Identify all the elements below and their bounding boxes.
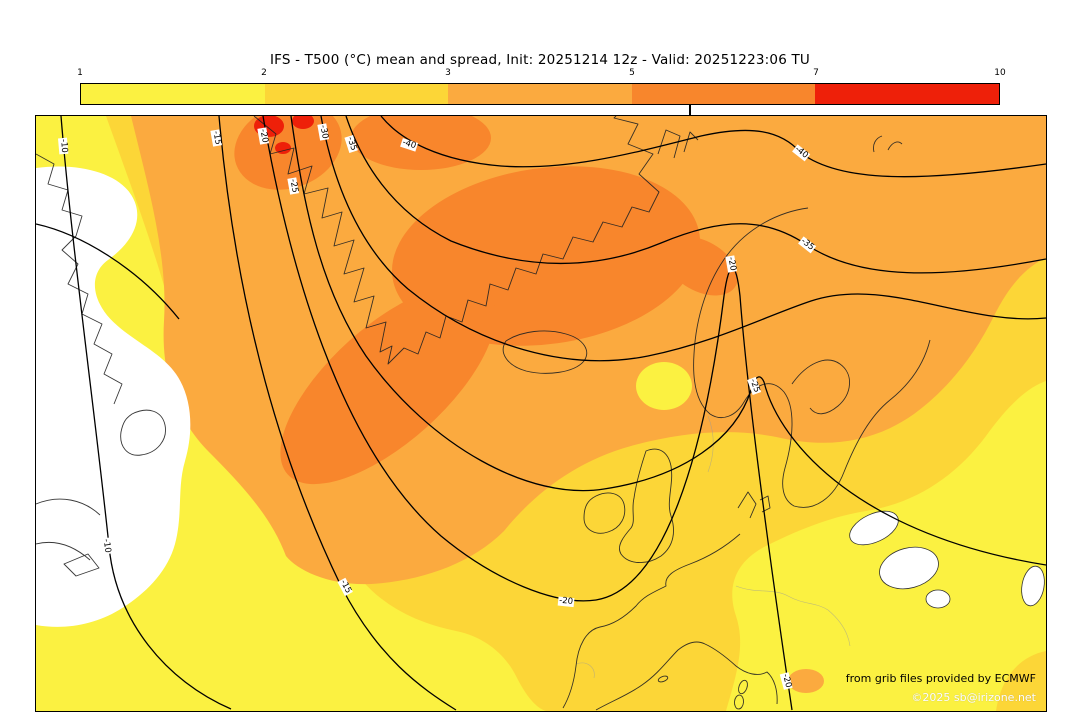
- colorbar-gradient: [80, 83, 1000, 105]
- denmark-coast: [737, 491, 771, 519]
- st-lawrence-coast: [36, 498, 101, 577]
- contour-label: -10: [100, 537, 113, 555]
- mediterranean-coast: [595, 641, 778, 711]
- contour-label: -20: [257, 127, 270, 145]
- sardinia-coast: [734, 694, 744, 710]
- colorbar-segment: [264, 84, 449, 104]
- iceland-coast: [502, 330, 588, 374]
- colorbar-tick-label: 1: [77, 68, 83, 78]
- contour-label: -30: [317, 123, 330, 141]
- contour-label: -15: [210, 129, 223, 147]
- contour-minus40: [380, 116, 1046, 178]
- contour-minus30: [320, 116, 1046, 362]
- country-borders-layer: [575, 415, 851, 679]
- contour-minus10: [60, 116, 232, 710]
- spread-1-2-pocket: [636, 362, 692, 410]
- balearics-coast: [657, 675, 669, 683]
- labrador-coast: [36, 153, 123, 405]
- newfoundland-coast: [120, 409, 166, 456]
- contour-label: -20: [557, 595, 575, 608]
- spread-3-5-patch: [788, 669, 824, 693]
- corsica-coast: [738, 679, 748, 695]
- copyright-text: ©2025 sb@irizone.net: [911, 691, 1036, 704]
- colorbar-segment: [448, 84, 632, 104]
- contour-minus20: [262, 116, 793, 711]
- colorbar-segment: [815, 84, 999, 104]
- arctic-islands-coast: [873, 135, 903, 153]
- contour-label: -20: [725, 255, 738, 273]
- greenland-coast: [253, 116, 660, 365]
- map-frame: -10 -10 -15 -15 -20 -20 -20 -20 -25 -25 …: [35, 115, 1047, 712]
- colorbar-tick-label: 2: [261, 68, 267, 78]
- contour-label: -25: [287, 177, 300, 195]
- west-europe-coast: [562, 533, 741, 709]
- contour-minus25: [290, 116, 1046, 566]
- contour-minus10-b: [36, 223, 180, 320]
- map-svg: [36, 116, 1046, 711]
- contour-label: -10: [57, 137, 70, 155]
- spread-7-10-spots: [254, 116, 314, 154]
- spread-2-3-corner: [996, 651, 1046, 711]
- spread-fill-layer: [36, 116, 1046, 711]
- contour-minus35: [345, 116, 1046, 274]
- ireland-coast: [583, 492, 626, 534]
- meridian-tick: [689, 104, 691, 115]
- colorbar-ticks: 1 2 3 5 7 10: [77, 68, 1006, 83]
- gulf-of-bothnia-coast: [791, 359, 850, 415]
- scandinavia-coast: [693, 207, 931, 508]
- colorbar-segment: [81, 84, 265, 104]
- attribution-text: from grib files provided by ECMWF: [845, 672, 1036, 685]
- contour-minus15: [218, 116, 457, 711]
- chart-title: IFS - T500 (°C) mean and spread, Init: 2…: [269, 52, 811, 68]
- coastlines-layer: [36, 116, 931, 711]
- colorbar-segment: [631, 84, 816, 104]
- colorbar-tick-label: 7: [813, 68, 819, 78]
- colorbar-tick-label: 10: [994, 68, 1006, 78]
- contour-lines-layer: [36, 116, 1046, 711]
- colorbar-tick-label: 5: [629, 68, 635, 78]
- colorbar: 1 2 3 5 7 10: [77, 68, 1006, 105]
- colorbar-tick-label: 3: [445, 68, 451, 78]
- spread-below-1-regions: [36, 166, 1045, 627]
